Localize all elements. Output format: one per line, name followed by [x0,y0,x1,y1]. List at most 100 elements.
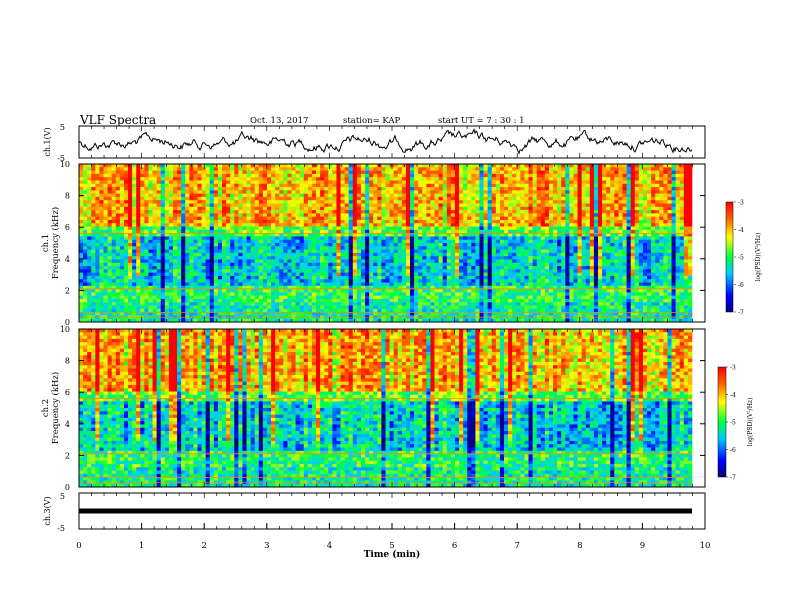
spectrogram-cell [332,173,337,178]
spectrogram-cell [381,210,386,214]
spectrogram-cell [475,243,480,247]
spectrogram-cell [160,305,166,310]
spectrogram-cell [246,200,251,204]
spectrogram-cell [172,223,178,227]
spectrogram-cell [83,318,88,323]
spectrogram-cell [311,223,317,227]
spectrogram-cell [250,210,256,214]
spectrogram-cell [389,173,394,178]
spectrogram-cell [95,279,100,283]
spectrogram-cell [463,193,468,198]
spectrogram-cell [471,266,476,270]
spectrogram-cell [352,266,358,270]
spectrogram-cell [483,305,488,310]
spectrogram-cell [181,170,186,175]
spectrogram-cell [254,289,260,293]
spectrogram-cell [360,308,366,313]
spectrogram-cell [369,239,374,244]
spectrogram-cell [132,196,137,201]
spectrogram-cell [119,229,125,234]
spectrogram-cell [401,206,407,211]
spectrogram-cell [381,269,386,273]
spectrogram-cell [99,282,104,287]
spectrogram-cell [377,312,382,316]
spectrogram-cell [164,302,170,306]
spectrogram-cell [393,279,399,283]
spectrogram-cell [99,272,104,277]
spectrogram-cell [234,243,239,247]
spectrogram-cell [348,213,354,217]
spectrogram-cell [434,305,439,310]
spectrogram-cell [446,285,452,290]
spectrogram-cell [316,223,321,227]
spectrogram-cell [217,190,223,194]
spectrogram-cell [262,200,268,204]
spectrogram-cell [83,177,88,181]
spectrogram-cell [115,180,121,185]
spectrogram-cell [226,246,231,250]
spectrogram-cell [430,216,435,221]
spectrogram-cell [307,187,313,191]
spectrogram-cell [434,259,439,264]
spectrogram-cell [164,183,170,188]
spectrogram-cell [213,206,219,211]
spectrogram-cell [217,164,223,168]
spectrogram-cell [487,298,493,303]
spectrogram-cell [430,203,435,208]
spectrogram-cell [401,190,407,194]
spectrogram-cell [418,223,423,227]
spectrogram-cell [152,295,157,300]
spectrogram-cell [185,285,190,290]
spectrogram-cell [434,302,439,306]
spectrogram-cell [422,262,427,267]
spectrogram-cell [160,243,166,247]
spectrogram-cell [381,239,386,244]
spectrogram-cell [344,229,350,234]
spectrogram-cell [311,259,317,264]
spectrogram-cell [332,285,337,290]
spectrogram-cell [287,318,292,323]
spectrogram-cell [246,196,251,201]
spectrogram-cell [193,193,198,198]
spectrogram-cell [491,233,497,237]
spectrogram-cell [499,279,505,283]
spectrogram-cell [467,246,472,250]
spectrogram-cell [283,206,288,211]
spectrogram-cell [132,266,137,270]
spectrogram-cell [246,187,251,191]
spectrogram-cell [307,282,313,287]
spectrogram-cell [434,183,439,188]
spectrogram-cell [393,292,399,296]
spectrogram-cell [271,187,276,191]
spectrogram-cell [446,243,452,247]
spectrogram-cell [311,243,317,247]
spectrogram-cell [459,223,464,227]
spectrogram-cell [393,164,399,168]
spectrogram-cell [279,318,284,323]
spectrogram-cell [217,226,223,231]
spectrogram-cell [148,177,153,181]
spectrogram-cell [95,246,100,250]
spectrogram-cell [491,266,497,270]
spectrogram-cell [475,302,480,306]
spectrogram-cell [356,236,362,241]
spectrogram-cell [87,285,92,290]
spectrogram-cell [185,223,190,227]
spectrogram-cell [373,183,378,188]
spectrogram-cell [463,180,468,185]
spectrogram-cell [201,203,206,208]
spectrogram-cell [348,285,354,290]
spectrogram-cell [177,285,182,290]
spectrogram-cell [213,180,219,185]
spectrogram-cell [467,216,472,221]
spectrogram-cell [377,262,382,267]
spectrogram-cell [344,269,350,273]
spectrogram-cell [79,226,84,231]
spectrogram-cell [307,193,313,198]
spectrogram-cell [181,269,186,273]
spectrogram-cell [320,236,325,241]
spectrogram-cell [352,219,358,224]
spectrogram-cell [222,200,227,204]
spectrogram-cell [193,187,198,191]
spectrogram-cell [177,295,182,300]
